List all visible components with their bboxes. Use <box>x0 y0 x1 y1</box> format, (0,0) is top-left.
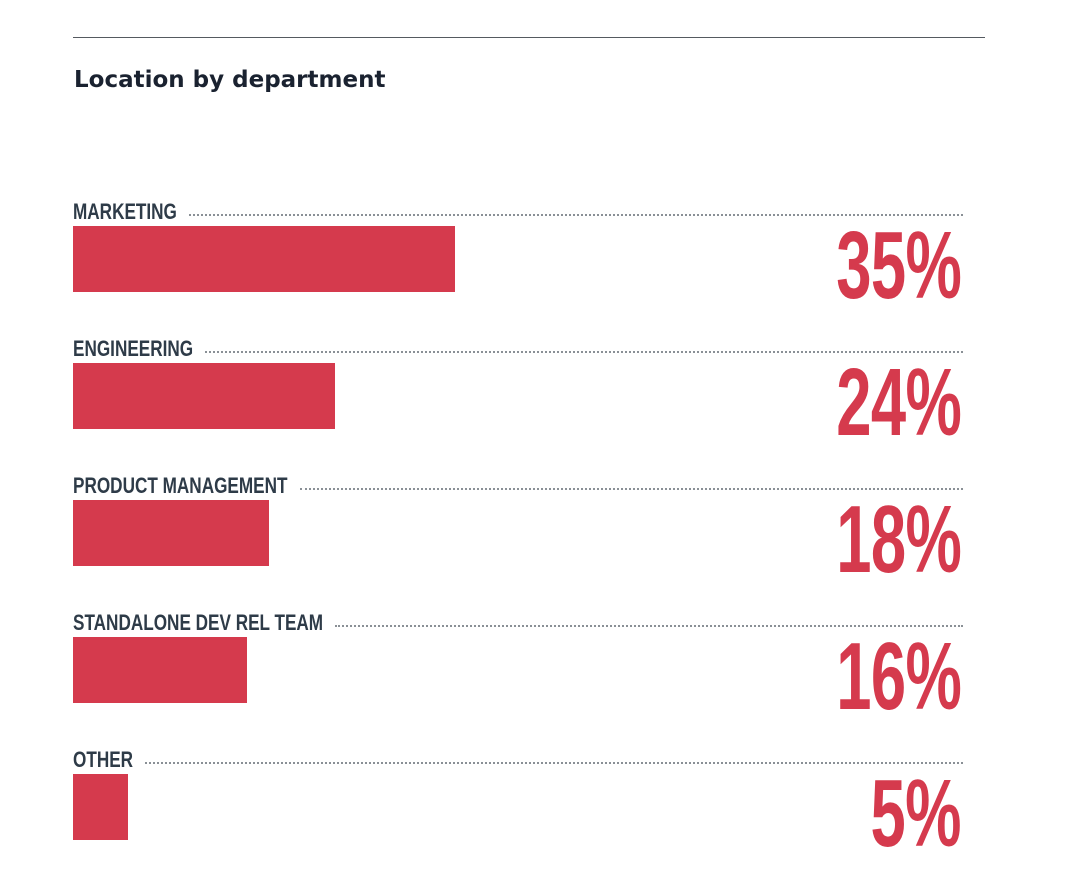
category-label: MARKETING <box>73 199 177 224</box>
top-divider <box>73 37 985 38</box>
chart-title: Location by department <box>74 67 386 93</box>
bar-row-header: ENGINEERING <box>73 337 963 361</box>
bar-row-header: OTHER <box>73 748 963 772</box>
bar-row: STANDALONE DEV REL TEAM 16% <box>73 611 963 751</box>
category-label: ENGINEERING <box>73 336 194 361</box>
value-label: 5% <box>870 760 962 867</box>
bar <box>73 774 128 840</box>
category-label-wrap: MARKETING <box>73 200 189 224</box>
bar <box>73 637 248 703</box>
bar-row: OTHER 5% <box>73 748 963 888</box>
dotted-leader-line <box>335 625 963 627</box>
value-label: 16% <box>836 623 961 730</box>
bar-row: MARKETING 35% <box>73 200 963 340</box>
bar-row: ENGINEERING 24% <box>73 337 963 477</box>
category-label-wrap: ENGINEERING <box>73 337 205 361</box>
category-label: PRODUCT MANAGEMENT <box>73 473 288 498</box>
dotted-leader-line <box>145 762 963 764</box>
dotted-leader-line <box>205 351 963 353</box>
bar <box>73 226 455 292</box>
bar <box>73 363 335 429</box>
bar-row-header: STANDALONE DEV REL TEAM <box>73 611 963 635</box>
bar <box>73 500 270 566</box>
bar-row: PRODUCT MANAGEMENT 18% <box>73 474 963 614</box>
category-label-wrap: OTHER <box>73 748 145 772</box>
category-label-wrap: STANDALONE DEV REL TEAM <box>73 611 335 635</box>
value-label: 18% <box>836 486 961 593</box>
category-label: STANDALONE DEV REL TEAM <box>73 610 324 635</box>
dotted-leader-line <box>299 488 963 490</box>
category-label: OTHER <box>73 747 134 772</box>
category-label-wrap: PRODUCT MANAGEMENT <box>73 474 300 498</box>
value-label: 35% <box>836 212 961 319</box>
bar-row-header: MARKETING <box>73 200 963 224</box>
dotted-leader-line <box>188 214 963 216</box>
bar-row-header: PRODUCT MANAGEMENT <box>73 474 963 498</box>
value-label: 24% <box>836 349 961 456</box>
